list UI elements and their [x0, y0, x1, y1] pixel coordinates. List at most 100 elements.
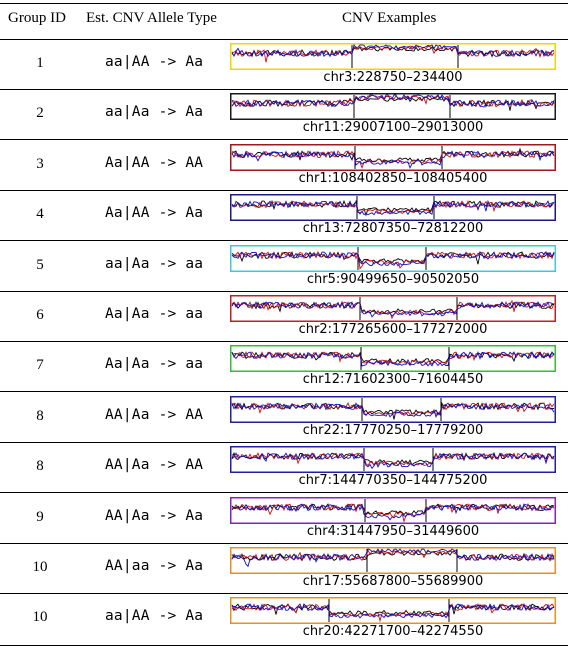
cnv-example-plot [230, 395, 556, 423]
signal-trace [231, 96, 555, 112]
table-row: 2 aa|Aa -> Aa chr11:29007100–29013000 [0, 90, 568, 141]
table-row: 6 Aa|Aa -> aa chr2:177265600–177272000 [0, 292, 568, 342]
allele-type-cell: AA|Aa -> AA [105, 457, 204, 474]
table-row: 8 AA|Aa -> AA chr7:144770350–144775200 [0, 443, 568, 494]
plot-frame [230, 244, 556, 272]
row-divider [0, 593, 568, 594]
header-allele-type: Est. CNV Allele Type [86, 10, 217, 26]
table-row: 9 AA|Aa -> Aa chr4:31447950–31449600 [0, 494, 568, 544]
signal-trace [231, 300, 555, 315]
signal-trace [231, 199, 555, 216]
allele-type-cell: aa|Aa -> Aa [105, 104, 204, 121]
signal-trace [231, 402, 555, 418]
row-divider [0, 189, 568, 191]
table-top-rule [0, 3, 568, 4]
cnv-example-plot [230, 194, 556, 222]
allele-type-cell: Aa|Aa -> aa [105, 306, 204, 322]
cnv-region-label: chr12:71602300–71604450 [302, 372, 484, 388]
group-id-cell: 10 [32, 559, 48, 575]
cnv-region-label: chr13:72807350–72812200 [302, 221, 484, 237]
cnv-region-label: chr7:144770350–144775200 [298, 473, 488, 489]
plot-frame [230, 395, 556, 423]
table-row: 8 AA|Aa -> AA chr22:17770250–17779200 [0, 393, 568, 443]
plot-frame [230, 547, 556, 574]
signal-trace [231, 44, 555, 58]
plot-frame [230, 345, 556, 373]
group-id-cell: 6 [36, 307, 44, 323]
cnv-example-plot [230, 496, 556, 524]
allele-type-cell: Aa|Aa -> aa [105, 356, 204, 373]
group-id-cell: 5 [36, 256, 44, 273]
signal-trace [231, 401, 555, 420]
row-divider [0, 240, 568, 242]
allele-type-cell: aa|Aa -> aa [105, 255, 204, 272]
cnv-region-label: chr17:55687800–55689900 [302, 574, 484, 589]
signal-trace [231, 502, 555, 521]
row-divider [0, 89, 568, 90]
cnv-example-plot [230, 547, 556, 574]
plot-frame [230, 93, 556, 121]
plot-frame [230, 143, 556, 171]
cnv-region-label: chr20:42271700–42274550 [302, 624, 484, 640]
cnv-region-label: chr11:29007100–29013000 [302, 120, 484, 136]
cnv-region-label: chr5:90499650–90502050 [306, 271, 480, 287]
row-divider [0, 290, 568, 292]
allele-type-cell: AA|Aa -> Aa [105, 507, 204, 524]
signal-trace [231, 603, 555, 619]
signal-trace [231, 299, 555, 320]
table-row: 5 aa|Aa -> aa chr5:90499650–90502050 [0, 242, 568, 292]
signal-trace [231, 502, 555, 523]
cnv-example-plot [230, 244, 556, 272]
row-divider [0, 139, 568, 141]
header-rule [0, 39, 568, 40]
signal-trace [231, 603, 555, 623]
allele-type-cell: aa|AA -> Aa [105, 608, 204, 625]
cnv-example-plot [230, 93, 556, 121]
group-id-cell: 4 [36, 206, 44, 223]
table-row: 1 aa|AA -> Aa chr3:228750–234400 [0, 40, 568, 90]
table-row: 7 Aa|Aa -> aa chr12:71602300–71604450 [0, 342, 568, 393]
cnv-example-plot [230, 597, 556, 625]
signal-trace [231, 300, 555, 318]
group-id-cell: 7 [36, 357, 44, 374]
signal-trace [231, 150, 555, 169]
plot-frame [230, 597, 556, 625]
plot-frame [230, 295, 556, 322]
allele-type-cell: AA|Aa -> AA [105, 406, 204, 423]
cnv-example-plot [230, 43, 556, 70]
table-row: 10 aa|AA -> Aa chr20:42271700–42274550 [0, 594, 568, 644]
row-divider [0, 441, 568, 443]
table-bottom-rule [0, 645, 568, 646]
group-id-cell: 1 [36, 55, 44, 71]
cnv-region-label: chr2:177265600–177272000 [298, 322, 488, 337]
group-id-cell: 10 [32, 609, 48, 626]
cnv-example-plot [230, 143, 556, 171]
signal-trace [231, 250, 555, 264]
group-id-cell: 3 [36, 155, 44, 172]
cnv-example-plot [230, 295, 556, 322]
group-id-cell: 8 [36, 458, 44, 475]
cnv-region-label: chr22:17770250–17779200 [302, 422, 484, 438]
signal-trace [231, 548, 555, 568]
cnv-region-label: chr3:228750–234400 [323, 70, 463, 85]
allele-type-cell: Aa|AA -> AA [105, 154, 204, 171]
header-group-id: Group ID [8, 10, 66, 26]
signal-trace [231, 452, 555, 470]
allele-type-cell: aa|AA -> Aa [105, 54, 204, 70]
signal-trace [231, 550, 555, 562]
row-divider [0, 341, 568, 342]
signal-trace [231, 351, 555, 368]
group-id-cell: 2 [36, 105, 44, 122]
cnv-region-label: chr4:31447950–31449600 [306, 523, 480, 539]
group-id-cell: 9 [36, 508, 44, 525]
cnv-example-plot [230, 345, 556, 373]
table-row: 4 Aa|AA -> Aa chr13:72807350–72812200 [0, 191, 568, 242]
signal-trace [231, 94, 555, 108]
table-row: 10 AA|aa -> Aa chr17:55687800–55689900 [0, 544, 568, 594]
allele-type-cell: Aa|AA -> Aa [105, 205, 204, 222]
header-cnv-examples: CNV Examples [342, 10, 437, 26]
plot-frame [230, 194, 556, 222]
row-divider [0, 492, 568, 494]
allele-type-cell: AA|aa -> Aa [105, 558, 204, 574]
